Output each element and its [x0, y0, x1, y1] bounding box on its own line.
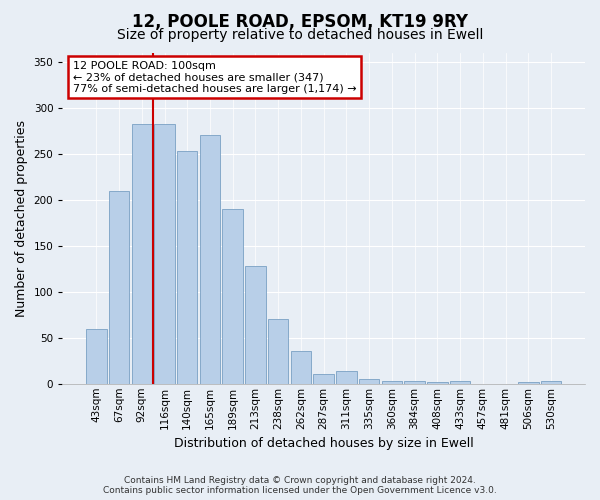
- Bar: [86, 328, 107, 384]
- Text: 12 POOLE ROAD: 100sqm
← 23% of detached houses are smaller (347)
77% of semi-det: 12 POOLE ROAD: 100sqm ← 23% of detached …: [73, 61, 356, 94]
- Bar: [541, 381, 561, 384]
- Bar: [291, 350, 311, 384]
- Bar: [200, 136, 220, 384]
- Bar: [131, 124, 152, 384]
- X-axis label: Distribution of detached houses by size in Ewell: Distribution of detached houses by size …: [174, 437, 473, 450]
- Y-axis label: Number of detached properties: Number of detached properties: [15, 120, 28, 316]
- Text: 12, POOLE ROAD, EPSOM, KT19 9RY: 12, POOLE ROAD, EPSOM, KT19 9RY: [132, 12, 468, 30]
- Bar: [223, 209, 243, 384]
- Bar: [336, 371, 356, 384]
- Bar: [154, 124, 175, 384]
- Bar: [382, 381, 402, 384]
- Bar: [109, 190, 129, 384]
- Bar: [268, 320, 289, 384]
- Text: Size of property relative to detached houses in Ewell: Size of property relative to detached ho…: [117, 28, 483, 42]
- Bar: [450, 381, 470, 384]
- Bar: [245, 266, 266, 384]
- Text: Contains HM Land Registry data © Crown copyright and database right 2024.
Contai: Contains HM Land Registry data © Crown c…: [103, 476, 497, 495]
- Bar: [518, 382, 539, 384]
- Bar: [427, 382, 448, 384]
- Bar: [359, 379, 379, 384]
- Bar: [313, 374, 334, 384]
- Bar: [177, 151, 197, 384]
- Bar: [404, 381, 425, 384]
